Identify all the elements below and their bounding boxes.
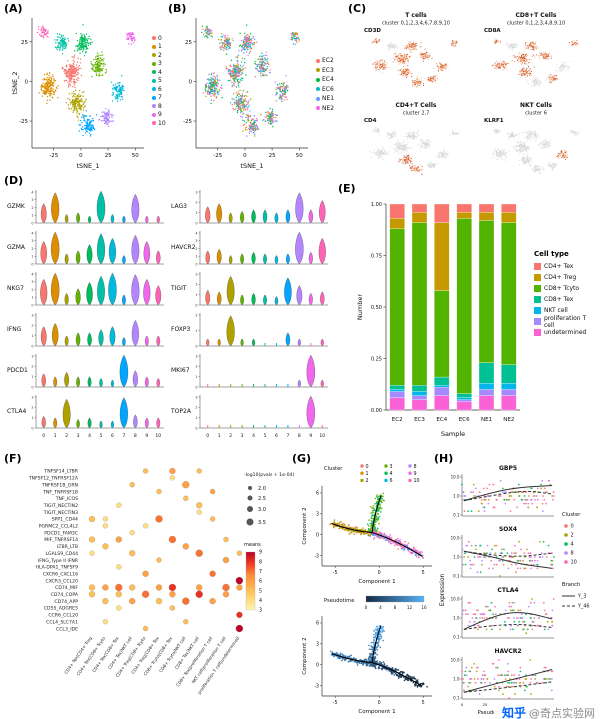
svg-text:cluster 6: cluster 6 bbox=[525, 111, 547, 117]
watermark-handle: @奇点实验网 bbox=[529, 707, 595, 719]
legend-item-cluster-10: 10 bbox=[152, 119, 166, 128]
svg-text:cluster 0,1,2,3,4,6,7,8,9,10: cluster 0,1,2,3,4,6,7,8,9,10 bbox=[382, 21, 450, 27]
svg-text:CD8+T Cells: CD8+T Cells bbox=[516, 12, 557, 19]
watermark: 知乎 @奇点实验网 bbox=[493, 701, 600, 719]
tsne-sample-plot: -25 0 25 50 -25 0 25 tSNE_1 bbox=[183, 18, 308, 170]
svg-text:CD3D: CD3D bbox=[364, 28, 381, 34]
legend-item-cluster-1: 1 bbox=[152, 43, 166, 52]
legend-item-CD8+-Tcyto: CD8+ Tcyto bbox=[534, 283, 598, 294]
svg-text:0: 0 bbox=[25, 79, 29, 85]
svg-text:NKT Cells: NKT Cells bbox=[520, 102, 552, 109]
legend-item-sample-NE1: NE1 bbox=[316, 94, 334, 104]
legend-item-CD4+-Treg: CD4+ Treg bbox=[534, 272, 598, 283]
svg-text:cluster 0,1,2,3,4,8,9,10: cluster 0,1,2,3,4,8,9,10 bbox=[507, 21, 565, 27]
legend-item-undetermined: undetermined bbox=[534, 327, 598, 338]
legend-item-cluster-7: 7 bbox=[152, 94, 166, 103]
tsne-cluster-plot: -25 0 25 50 -25 0 25 tSNE_1 tSNE_2 bbox=[11, 18, 144, 170]
svg-text:0: 0 bbox=[189, 79, 193, 85]
interaction-dot-plot: TNFSF14_LTBRTNFSF12_TNFRSF12ATNFRSF1B_GR… bbox=[28, 467, 294, 695]
legend-item-cluster-8: 8 bbox=[152, 102, 166, 111]
violin-plots-left: GZMK01234GZMA01234NKG701234IFNG0123PDCD1… bbox=[7, 190, 164, 439]
svg-text:25: 25 bbox=[105, 153, 112, 159]
cell-type-legend-title: Cell type bbox=[534, 250, 569, 258]
svg-text:CD4+T Cells: CD4+T Cells bbox=[396, 102, 437, 109]
panel-f-label: (F) bbox=[4, 452, 22, 465]
panel-b-label: (B) bbox=[168, 2, 187, 15]
panel-d-label: (D) bbox=[4, 174, 24, 187]
feature-plot-cd8-t-cells: CD8+T Cells cluster 0,1,2,3,4,8,9,10 CD8A bbox=[484, 12, 579, 87]
legend-item-cluster-2: 2 bbox=[152, 51, 166, 60]
svg-text:cluster 2,7: cluster 2,7 bbox=[403, 111, 430, 117]
svg-text:T cells: T cells bbox=[405, 12, 427, 19]
svg-text:-25: -25 bbox=[213, 153, 222, 159]
svg-text:-25: -25 bbox=[183, 119, 192, 125]
svg-text:25: 25 bbox=[185, 40, 192, 46]
violin-plots-right: LAG30123HAVCR201234TIGIT0123FOXP3012MKI6… bbox=[170, 190, 328, 439]
svg-text:tSNE_1: tSNE_1 bbox=[240, 162, 263, 170]
legend-item-sample-NE2: NE2 bbox=[316, 104, 334, 114]
svg-text:-25: -25 bbox=[19, 119, 28, 125]
legend-item-NKT-cell: NKT cell bbox=[534, 305, 598, 316]
legend-item-CD4+-Tex: CD4+ Tex bbox=[534, 261, 598, 272]
panel-e-label: (E) bbox=[338, 182, 356, 195]
legend-item-sample-EC4: EC4 bbox=[316, 75, 334, 85]
svg-text:tSNE_1: tSNE_1 bbox=[76, 162, 99, 170]
panel-h-label: (H) bbox=[434, 452, 454, 465]
cell-type-legend: Cell type CD4+ Tex CD4+ Treg CD8+ Tcyto CD8+… bbox=[534, 250, 598, 338]
svg-text:50: 50 bbox=[132, 153, 139, 159]
legend-item-cluster-0: 0 bbox=[152, 34, 166, 43]
zhihu-logo: 知乎 bbox=[501, 706, 526, 719]
svg-text:CD8A: CD8A bbox=[484, 28, 501, 34]
svg-text:0: 0 bbox=[79, 153, 83, 159]
sample-legend: EC2 EC3 EC4 EC6 NE1 NE2 bbox=[316, 56, 334, 113]
svg-text:tSNE_2: tSNE_2 bbox=[11, 71, 19, 94]
legend-item-cluster-6: 6 bbox=[152, 85, 166, 94]
pseudotime-expression-plots: GBP510.01.00.1SOX410.01.00.1CTLA410.01.0… bbox=[439, 465, 589, 716]
legend-item-cluster-4: 4 bbox=[152, 68, 166, 77]
svg-text:50: 50 bbox=[296, 153, 303, 159]
legend-item-cluster-9: 9 bbox=[152, 111, 166, 120]
svg-text:KLRF1: KLRF1 bbox=[484, 118, 504, 124]
svg-text:25: 25 bbox=[21, 40, 28, 46]
legend-item-proliferation-T-cell: proliferation T cell bbox=[534, 315, 598, 329]
svg-text:CD4: CD4 bbox=[364, 118, 377, 124]
feature-plot-cd4-t-cells: CD4+T Cells cluster 2,7 CD4 bbox=[364, 102, 460, 176]
legend-item-sample-EC6: EC6 bbox=[316, 85, 334, 95]
legend-item-cluster-3: 3 bbox=[152, 60, 166, 69]
panel-a-label: (A) bbox=[4, 2, 23, 15]
legend-item-CD8+-Tex: CD8+ Tex bbox=[534, 294, 598, 305]
feature-plot-nkt-cells: NKT Cells cluster 6 KLRF1 bbox=[484, 102, 581, 175]
svg-text:-25: -25 bbox=[49, 153, 58, 159]
legend-item-sample-EC2: EC2 bbox=[316, 56, 334, 66]
panel-c-label: (C) bbox=[348, 2, 367, 15]
svg-text:25: 25 bbox=[269, 153, 276, 159]
panel-g-label: (G) bbox=[292, 452, 312, 465]
svg-text:0: 0 bbox=[243, 153, 247, 159]
legend-item-sample-EC3: EC3 bbox=[316, 66, 334, 76]
cluster-legend: 0 1 2 3 4 5 6 7 8 9 10 bbox=[152, 34, 166, 128]
legend-item-cluster-5: 5 bbox=[152, 77, 166, 86]
